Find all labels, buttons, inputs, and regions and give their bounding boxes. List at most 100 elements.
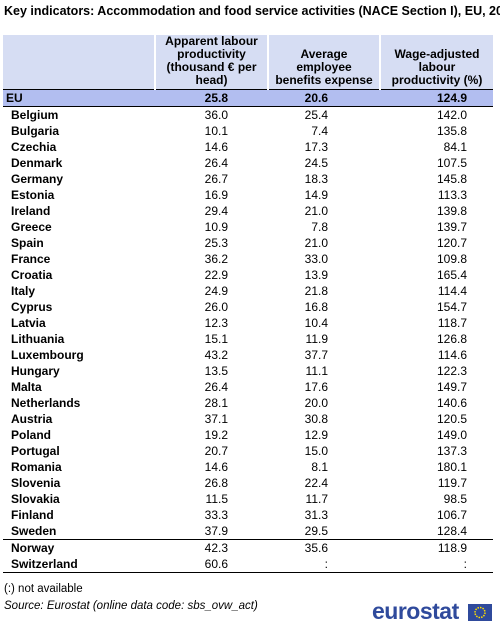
logo-text: eurostat — [372, 598, 459, 624]
cell: 25.4 — [304, 108, 328, 122]
row-label: Slovakia — [11, 492, 60, 506]
table-row: Belgium 36.0 25.4 142.0 — [3, 107, 493, 124]
cell: 42.3 — [155, 539, 268, 556]
table-row: EU 25.8 20.6 124.9 — [3, 89, 493, 107]
cell: 149.0 — [436, 428, 467, 442]
table-row: Portugal 20.7 15.0 137.3 — [3, 443, 493, 459]
row-label: Denmark — [11, 156, 63, 170]
cell: 13.9 — [304, 268, 328, 282]
cell: 7.4 — [311, 124, 328, 138]
cell: 33.3 — [204, 508, 228, 522]
cell: 26.0 — [204, 300, 228, 314]
cell: 154.7 — [436, 300, 467, 314]
cell: 18.3 — [304, 172, 328, 186]
cell: 22.4 — [304, 476, 328, 490]
cell: 11.7 — [305, 492, 328, 506]
row-label: Spain — [11, 236, 44, 250]
cell: 30.8 — [304, 412, 328, 426]
cell: 19.2 — [204, 428, 228, 442]
cell: 37.7 — [304, 348, 328, 362]
cell: 16.9 — [204, 188, 228, 202]
cell: 26.8 — [204, 476, 228, 490]
table-row: Croatia 22.9 13.9 165.4 — [3, 267, 493, 283]
cell: : — [268, 556, 380, 573]
cell: 24.5 — [304, 156, 328, 170]
cell: 14.6 — [204, 460, 228, 474]
row-label: Romania — [11, 460, 62, 474]
table-row: Denmark 26.4 24.5 107.5 — [3, 155, 493, 171]
cell: 13.5 — [204, 364, 228, 378]
cell: 20.7 — [204, 444, 228, 458]
table-row: Czechia 14.6 17.3 84.1 — [3, 139, 493, 155]
row-label: Cyprus — [11, 300, 53, 314]
cell: 135.8 — [436, 124, 467, 138]
cell: 118.7 — [437, 316, 467, 330]
cell: 149.7 — [436, 380, 467, 394]
cell: 36.2 — [204, 252, 228, 266]
cell: 43.2 — [204, 348, 228, 362]
table-row: Austria 37.1 30.8 120.5 — [3, 411, 493, 427]
column-header: Wage-adjusted labour productivity (%) — [379, 35, 493, 90]
cell: 21.0 — [304, 204, 328, 218]
cell: : — [380, 556, 493, 573]
cell: 15.1 — [204, 332, 228, 346]
row-label: Poland — [11, 428, 52, 442]
cell: 120.5 — [436, 412, 467, 426]
cell: 20.0 — [304, 396, 328, 410]
row-label: Finland — [11, 508, 54, 522]
cell: 25.8 — [155, 89, 268, 107]
table-row: Ireland 29.4 21.0 139.8 — [3, 203, 493, 219]
cell: 31.3 — [304, 508, 328, 522]
cell: 113.3 — [437, 188, 467, 202]
cell: 25.3 — [204, 236, 228, 250]
row-label: Netherlands — [11, 396, 81, 410]
cell: 106.7 — [436, 508, 467, 522]
row-label: Lithuania — [11, 332, 65, 346]
table-row: Cyprus 26.0 16.8 154.7 — [3, 299, 493, 315]
cell: 84.1 — [443, 140, 467, 154]
table-row: Estonia 16.9 14.9 113.3 — [3, 187, 493, 203]
cell: 165.4 — [436, 268, 467, 282]
row-label: Latvia — [11, 316, 46, 330]
table-row: Netherlands 28.1 20.0 140.6 — [3, 395, 493, 411]
cell: 145.8 — [436, 172, 467, 186]
cell: 24.9 — [204, 284, 228, 298]
cell: 142.0 — [436, 108, 467, 122]
cell: 21.0 — [304, 236, 328, 250]
row-label: Germany — [11, 172, 64, 186]
cell: 37.9 — [204, 524, 228, 538]
cell: 137.3 — [436, 444, 467, 458]
cell: 14.6 — [204, 140, 228, 154]
cell: 16.8 — [304, 300, 328, 314]
table-body: EU 25.8 20.6 124.9 Belgium 36.0 25.4 142.0 Bulga… — [3, 89, 493, 573]
cell: 12.9 — [304, 428, 328, 442]
source: Source: Eurostat (online data code: sbs_… — [4, 600, 258, 612]
cell: 7.8 — [311, 220, 328, 234]
cell: 35.6 — [268, 539, 380, 556]
table-row: Poland 19.2 12.9 149.0 — [3, 427, 493, 443]
table-row: Italy 24.9 21.8 114.4 — [3, 283, 493, 299]
cell: 17.6 — [304, 380, 328, 394]
row-label: Ireland — [11, 204, 51, 218]
cell: 139.7 — [436, 220, 467, 234]
data-table: Apparent labour productivity (thousand €… — [3, 35, 493, 573]
table-row: Spain 25.3 21.0 120.7 — [3, 235, 493, 251]
cell: 122.3 — [436, 364, 467, 378]
row-label: Croatia — [11, 268, 53, 282]
cell: 98.5 — [443, 492, 467, 506]
row-label: Luxembourg — [11, 348, 84, 362]
cell: 139.8 — [436, 204, 467, 218]
row-label: Portugal — [11, 444, 60, 458]
cell: 10.1 — [204, 124, 228, 138]
row-label: Norway — [3, 539, 155, 556]
cell: 12.3 — [204, 316, 228, 330]
table-row: Norway 42.3 35.6 118.9 — [3, 539, 493, 556]
title: Key indicators: Accommodation and food s… — [4, 4, 500, 18]
cell: 33.0 — [304, 252, 328, 266]
cell: 29.5 — [304, 524, 328, 538]
table-row: Switzerland 60.6:: — [3, 556, 493, 573]
row-label: Sweden — [11, 524, 57, 538]
row-label: Switzerland — [3, 556, 155, 573]
table-row: Latvia 12.3 10.4 118.7 — [3, 315, 493, 331]
